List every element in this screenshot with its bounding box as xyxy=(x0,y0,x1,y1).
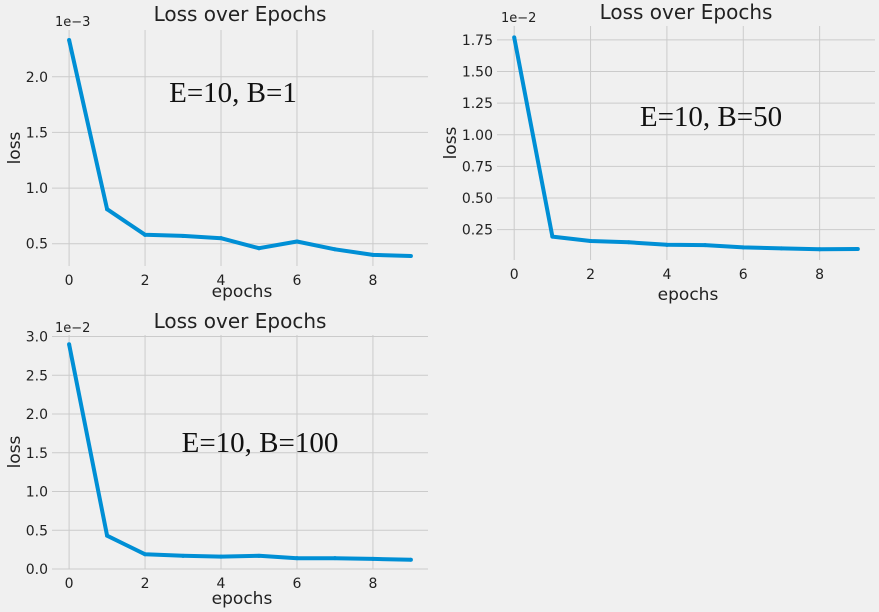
subplot-1: 0 2 4 6 8 0.5 1.0 1.5 2.0 Loss over Epochs 1e−3 epo… xyxy=(5,2,428,302)
data-point xyxy=(143,552,148,557)
y-tick-label: 0.5 xyxy=(26,523,48,539)
data-point xyxy=(256,553,261,558)
data-point xyxy=(294,556,299,561)
data-point xyxy=(779,246,784,251)
data-point xyxy=(332,247,337,252)
y-tick-label: 1.75 xyxy=(462,33,493,49)
data-point xyxy=(817,247,822,252)
data-point xyxy=(332,556,337,561)
y-offset-text: 1e−3 xyxy=(55,15,90,30)
y-tick-label: 3.0 xyxy=(26,330,48,346)
y-tick-label: 1.50 xyxy=(462,65,493,81)
x-tick-label: 2 xyxy=(141,576,150,592)
subplot-3: 0 2 4 6 8 0.0 0.5 1.0 1.5 2.0 2.5 3.0 Loss over Epoc… xyxy=(5,309,428,609)
data-point xyxy=(703,243,708,248)
y-offset-text: 1e−2 xyxy=(501,11,536,26)
data-point xyxy=(105,533,110,538)
y-tick-label: 1.0 xyxy=(26,181,48,197)
x-tick-label: 4 xyxy=(217,273,226,289)
data-point xyxy=(741,245,746,250)
y-tick-label: 0.25 xyxy=(462,223,493,239)
x-tick-label: 0 xyxy=(65,273,74,289)
x-tick-label: 2 xyxy=(586,267,595,283)
y-tick-label: 2.0 xyxy=(26,70,48,86)
data-point xyxy=(181,553,186,558)
y-tick-label: 2.5 xyxy=(26,368,48,384)
x-axis-label: epochs xyxy=(212,589,273,609)
data-point xyxy=(219,236,224,241)
y-tick-label: 1.0 xyxy=(26,485,48,501)
data-point xyxy=(105,207,110,212)
y-tick-label: 2.0 xyxy=(26,407,48,423)
y-axis-label: loss xyxy=(5,435,25,468)
data-point xyxy=(408,253,413,258)
loss-series-line xyxy=(67,39,411,258)
config-annotation: E=10, B=1 xyxy=(169,77,297,109)
data-point xyxy=(294,239,299,244)
loss-series-line xyxy=(67,343,411,562)
chart-title: Loss over Epochs xyxy=(600,0,773,24)
data-point xyxy=(370,252,375,257)
subplots: 0 2 4 6 8 0.5 1.0 1.5 2.0 Loss over Epochs 1e−3 epo… xyxy=(5,0,875,609)
y-tick-label: 0.50 xyxy=(462,191,493,207)
data-point xyxy=(664,242,669,247)
chart-title: Loss over Epochs xyxy=(154,2,327,26)
x-tick-label: 8 xyxy=(368,273,377,289)
data-point xyxy=(855,246,860,251)
data-point xyxy=(550,234,555,239)
x-tick-label: 6 xyxy=(739,267,748,283)
x-tick-label: 8 xyxy=(815,267,824,283)
data-point xyxy=(588,239,593,244)
subplot-2: 0 2 4 6 8 0.25 0.50 0.75 1.00 1.25 1.50 1.75 Loss ov… xyxy=(441,0,875,305)
y-tick-label: 0.75 xyxy=(462,159,493,175)
data-point xyxy=(181,233,186,238)
data-point xyxy=(143,232,148,237)
data-point xyxy=(512,35,517,40)
loss-series-line xyxy=(512,37,858,252)
y-axis-label: loss xyxy=(5,131,25,164)
x-tick-label: 4 xyxy=(217,576,226,592)
y-tick-label: 1.25 xyxy=(462,96,493,112)
data-point xyxy=(626,240,631,245)
data-point xyxy=(370,556,375,561)
data-point xyxy=(67,342,72,347)
y-tick-label: 0.0 xyxy=(26,562,48,578)
y-tick-label: 1.00 xyxy=(462,128,493,144)
x-tick-label: 8 xyxy=(368,576,377,592)
y-tick-label: 0.5 xyxy=(26,237,48,253)
config-annotation: E=10, B=100 xyxy=(182,427,339,459)
x-axis-label: epochs xyxy=(658,285,719,305)
x-axis-label: epochs xyxy=(212,282,273,302)
data-point xyxy=(408,557,413,562)
data-point xyxy=(67,38,72,43)
y-tick-label: 1.5 xyxy=(26,446,48,462)
x-tick-label: 6 xyxy=(293,273,302,289)
y-axis-label: loss xyxy=(441,126,461,159)
data-point xyxy=(219,554,224,559)
y-offset-text: 1e−2 xyxy=(55,321,90,336)
config-annotation: E=10, B=50 xyxy=(640,101,782,133)
x-tick-label: 4 xyxy=(662,267,671,283)
x-tick-label: 0 xyxy=(510,267,519,283)
y-tick-label: 1.5 xyxy=(26,125,48,141)
x-tick-label: 6 xyxy=(293,576,302,592)
x-tick-label: 2 xyxy=(141,273,150,289)
x-tick-label: 0 xyxy=(65,576,74,592)
data-point xyxy=(256,246,261,251)
chart-title: Loss over Epochs xyxy=(154,309,327,333)
